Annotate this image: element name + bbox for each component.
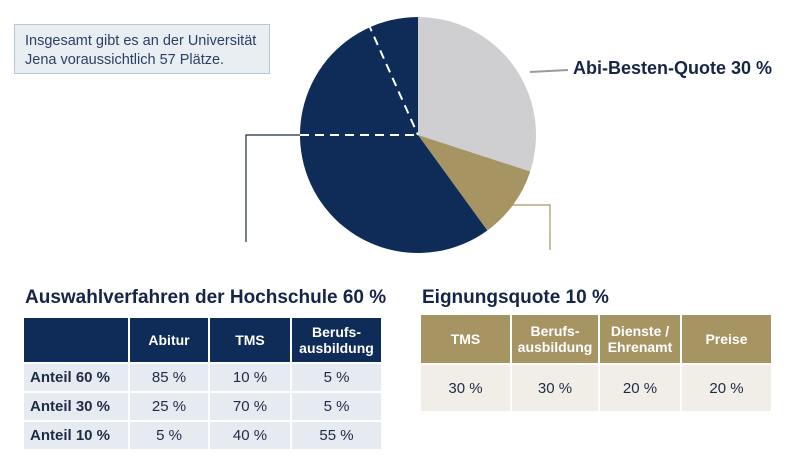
info-box: Insgesamt gibt es an der Universität Jen… <box>14 24 270 74</box>
eignung-cell-0-3: 20 % <box>682 365 771 411</box>
eignung-cell-0-2: 20 % <box>600 365 680 411</box>
table-hochschule: Abitur TMS Berufs-ausbildung Anteil 60 % 85… <box>22 316 383 451</box>
hochschule-cell-1-2: 70 % <box>210 393 290 420</box>
title-eignung: Eignungsquote 10 % <box>422 287 609 308</box>
leader-line-navy <box>245 134 300 242</box>
table-row: Anteil 10 % 5 % 40 % 55 % <box>24 422 381 449</box>
hochschule-cell-1-0: Anteil 30 % <box>24 393 128 420</box>
eignung-header-3: Preise <box>682 315 771 363</box>
hochschule-cell-0-2: 10 % <box>210 364 290 391</box>
title-hochschule: Auswahlverfahren der Hochschule 60 % <box>25 287 387 308</box>
hochschule-cell-2-1: 5 % <box>130 422 208 449</box>
pie-chart <box>245 17 569 254</box>
hochschule-cell-0-0: Anteil 60 % <box>24 364 128 391</box>
leader-line-gold <box>505 204 551 250</box>
hochschule-cell-0-1: 85 % <box>130 364 208 391</box>
leader-line-grey <box>529 69 569 73</box>
info-text: Insgesamt gibt es an der Universität Jen… <box>25 33 257 68</box>
hochschule-cell-1-3: 5 % <box>292 393 381 420</box>
eignung-cell-0-0: 30 % <box>421 365 510 411</box>
pie-slice-0 <box>418 17 536 172</box>
eignung-header-2: Dienste / Ehrenamt <box>600 315 680 363</box>
pie-label-abi: Abi-Besten-Quote 30 % <box>573 58 773 78</box>
hochschule-cell-2-3: 55 % <box>292 422 381 449</box>
table-row: Anteil 60 % 85 % 10 % 5 % <box>24 364 381 391</box>
eignung-header-1: Berufs-ausbildung <box>512 315 598 363</box>
table-row: Anteil 30 % 25 % 70 % 5 % <box>24 393 381 420</box>
table-eignung: TMS Berufs-ausbildung Dienste / Ehrenamt Pre… <box>419 313 773 413</box>
hochschule-header-2: TMS <box>210 318 290 362</box>
hochschule-cell-1-1: 25 % <box>130 393 208 420</box>
pie-slice-1 <box>418 135 531 231</box>
hochschule-cell-2-2: 40 % <box>210 422 290 449</box>
table-row: 30 % 30 % 20 % 20 % <box>421 365 771 411</box>
hochschule-header-0 <box>24 318 128 362</box>
hochschule-header-1: Abitur <box>130 318 208 362</box>
eignung-cell-0-1: 30 % <box>512 365 598 411</box>
pie-divider-diagonal <box>367 22 419 136</box>
hochschule-cell-2-0: Anteil 10 % <box>24 422 128 449</box>
hochschule-header-3: Berufs-ausbildung <box>292 318 381 362</box>
eignung-header-0: TMS <box>421 315 510 363</box>
hochschule-cell-0-3: 5 % <box>292 364 381 391</box>
